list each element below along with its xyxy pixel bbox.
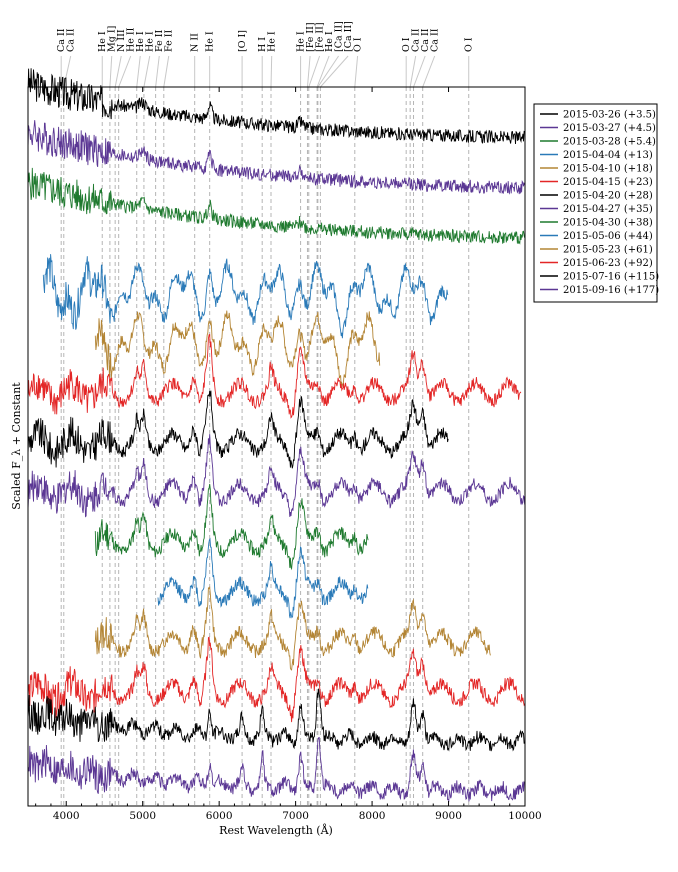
line-marker-label-19: [Ca II] [334, 21, 345, 52]
line-marker-label-9: Fe II [164, 30, 175, 52]
legend-entry-7: 2015-04-27 (+35) [563, 204, 653, 215]
legend-entry-9: 2015-05-06 (+44) [563, 231, 653, 242]
line-marker-label-16: [Fe II] [305, 22, 316, 52]
line-marker-label-0: Ca II [56, 28, 67, 52]
x-tick-label-1: 5000 [129, 810, 156, 822]
legend-box [533, 103, 658, 303]
series-13 [27, 736, 526, 803]
line-marker-label-24: Ca II [420, 28, 431, 52]
legend-entry-4: 2015-04-10 (+18) [563, 164, 653, 175]
line-marker-connector-20 [320, 55, 349, 88]
legend-entry-11: 2015-06-23 (+92) [563, 258, 653, 269]
line-marker-connector-5 [118, 55, 132, 88]
line-marker-connector-9 [163, 55, 170, 88]
x-axis: 4000 5000 6000 7000 8000 9000 10000 [35, 87, 542, 822]
series-layer [27, 68, 526, 803]
x-tick-label-0: 4000 [53, 810, 80, 822]
line-marker-connector-8 [155, 55, 160, 88]
series-7 [27, 434, 526, 518]
x-tick-label-5: 9000 [435, 810, 462, 822]
line-marker-label-25: Ca II [430, 28, 441, 52]
line-marker-label-10: N II [190, 33, 201, 52]
line-marker-connector-14 [270, 55, 273, 88]
legend-entry-6: 2015-04-20 (+28) [563, 191, 653, 202]
line-marker-label-21: O I [353, 37, 364, 52]
series-9 [157, 537, 369, 619]
line-marker-label-22: O I [401, 37, 412, 52]
legend-entry-13: 2015-09-16 (+177) [563, 285, 659, 296]
line-marker-label-1: Ca II [66, 28, 77, 52]
series-4 [94, 310, 381, 388]
line-marker-connector-25 [422, 55, 436, 88]
x-axis-label: Rest Wavelength (Å) [219, 823, 333, 837]
legend-entry-12: 2015-07-16 (+115) [563, 272, 659, 283]
x-tick-label-3: 7000 [282, 810, 309, 822]
line-marker-label-15: He I [296, 31, 307, 52]
line-marker-label-6: He I [135, 31, 146, 52]
line-marker-label-17: [Fe II] [315, 22, 326, 52]
legend-entry-5: 2015-04-15 (+23) [563, 177, 653, 188]
line-marker-label-13: H I [257, 37, 268, 52]
legend-entry-1: 2015-03-27 (+4.5) [563, 123, 656, 134]
line-marker-label-12: [O I] [237, 30, 248, 52]
line-marker-connector-16 [306, 55, 311, 88]
legend-entry-2: 2015-03-28 (+5.4) [563, 137, 656, 148]
series-1 [27, 120, 526, 195]
line-marker-connector-17 [308, 55, 321, 88]
line-marker-connector-23 [409, 55, 417, 88]
legend-entry-8: 2015-04-30 (+38) [563, 218, 653, 229]
line-marker-label-3: Mg I] [107, 26, 118, 52]
y-axis-label: Scaled F_λ + Constant [10, 382, 23, 510]
series-10 [94, 585, 491, 671]
series-5 [27, 333, 522, 419]
line-marker-label-20: [Ca II] [343, 21, 354, 52]
line-marker-label-11: He I [205, 31, 216, 52]
legend-entry-3: 2015-04-04 (+13) [563, 150, 653, 161]
plot-frame [27, 86, 526, 807]
legend-entry-10: 2015-05-23 (+61) [563, 245, 653, 256]
series-8 [94, 483, 369, 571]
series-6 [27, 390, 449, 469]
x-tick-label-4: 8000 [359, 810, 386, 822]
line-marker-connector-19 [317, 55, 340, 88]
line-marker-label-26: O I [464, 37, 475, 52]
series-2 [27, 167, 526, 245]
x-tick-label-6: 10000 [508, 810, 541, 822]
line-marker-connector-7 [143, 55, 151, 88]
series-12 [27, 688, 525, 752]
legend: 2015-03-26 (+3.5) 2015-03-27 (+4.5) 2015-0… [533, 103, 659, 303]
line-marker-label-2: He I [97, 31, 108, 52]
series-0 [27, 68, 525, 145]
line-marker-connector-4 [114, 55, 122, 88]
line-marker-connector-6 [136, 55, 141, 88]
line-marker-label-4: N III [116, 29, 127, 52]
line-marker-label-23: Ca II [411, 28, 422, 52]
line-marker-connector-18 [316, 55, 330, 88]
series-11 [27, 636, 526, 723]
line-marker-connector-24 [413, 55, 426, 88]
line-marker-label-18: He I [324, 31, 335, 52]
line-marker-label-5: He II [126, 27, 137, 52]
line-marker-label-7: He I [145, 31, 156, 52]
series-3 [42, 254, 449, 339]
legend-entry-0: 2015-03-26 (+3.5) [563, 110, 656, 121]
line-marker-label-8: Fe II [154, 30, 165, 52]
line-marker-connector-21 [354, 55, 359, 88]
line-marker-connector-3 [109, 55, 113, 88]
x-tick-label-2: 6000 [206, 810, 233, 822]
line-marker-label-14: He I [267, 31, 278, 52]
